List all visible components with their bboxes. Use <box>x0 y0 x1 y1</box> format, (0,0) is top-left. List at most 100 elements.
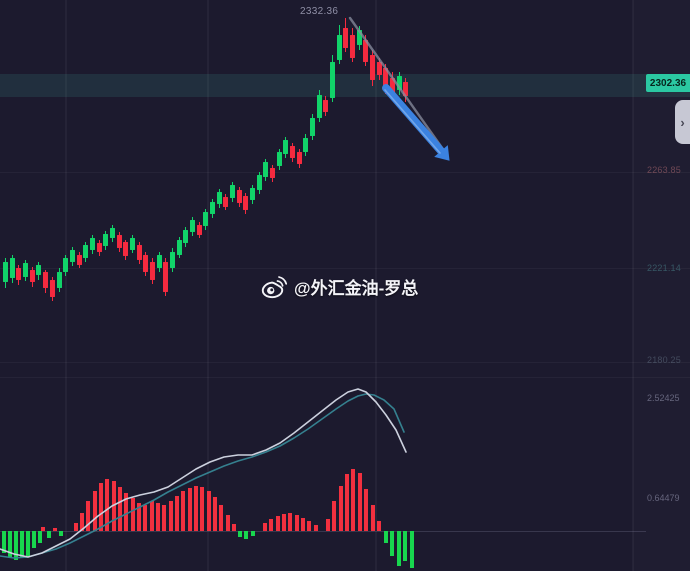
candle <box>197 225 202 235</box>
candle <box>190 220 195 232</box>
candle <box>383 68 388 88</box>
histogram-bar <box>269 519 273 531</box>
candle <box>130 238 135 250</box>
candle <box>397 76 402 90</box>
candle <box>43 272 48 288</box>
candle <box>210 202 215 214</box>
scroll-right-button[interactable]: › <box>675 100 690 144</box>
histogram-bar <box>80 513 84 531</box>
candle <box>343 28 348 48</box>
weibo-icon <box>261 275 287 298</box>
candle <box>317 95 322 118</box>
candle <box>357 30 362 45</box>
candle <box>310 118 315 136</box>
candle <box>170 252 175 268</box>
candle <box>370 55 375 80</box>
histogram-bar <box>112 481 116 531</box>
histogram-bar <box>226 515 230 531</box>
histogram-bar <box>124 493 128 531</box>
histogram-bar <box>8 531 12 558</box>
histogram-bar <box>263 523 267 531</box>
histogram-bar <box>156 503 160 531</box>
histogram-bar <box>169 501 173 531</box>
histogram-bar <box>137 503 141 531</box>
histogram-bar <box>41 527 45 531</box>
histogram-bar <box>118 487 122 531</box>
candle <box>250 188 255 200</box>
down-arrow-head <box>434 145 450 161</box>
histogram-bar <box>232 524 236 531</box>
histogram-bar <box>213 497 217 531</box>
down-arrow-highlight <box>384 89 441 154</box>
candle <box>97 243 102 252</box>
candle <box>283 140 288 154</box>
histogram-bar <box>351 469 355 531</box>
candle <box>137 245 142 260</box>
histogram-bar <box>301 518 305 531</box>
indicator-zero-line <box>0 531 646 532</box>
candle <box>110 228 115 238</box>
histogram-bar <box>143 505 147 531</box>
candle <box>117 235 122 248</box>
candle <box>57 272 62 288</box>
histogram-bar <box>26 531 30 556</box>
candle <box>157 255 162 268</box>
histogram-bar <box>276 516 280 531</box>
candle <box>77 255 82 265</box>
horizontal-gridline <box>0 268 690 269</box>
candle <box>363 40 368 62</box>
histogram-bar <box>93 491 97 531</box>
histogram-bar <box>384 531 388 543</box>
current-price-band <box>0 74 690 97</box>
candle <box>303 138 308 152</box>
candle <box>263 162 268 177</box>
histogram-bar <box>200 487 204 531</box>
candle <box>123 242 128 256</box>
histogram-bar <box>38 531 42 543</box>
candle <box>350 35 355 58</box>
horizontal-gridline <box>0 172 690 173</box>
candle <box>70 250 75 262</box>
histogram-bar <box>219 505 223 531</box>
candle <box>63 258 68 272</box>
candle <box>183 230 188 243</box>
histogram-bar <box>131 498 135 531</box>
candle <box>143 255 148 272</box>
candle <box>50 280 55 297</box>
histogram-bar <box>2 531 6 553</box>
candle <box>90 238 95 250</box>
histogram-bar <box>295 515 299 531</box>
candle <box>23 263 28 277</box>
vertical-gridline <box>375 0 377 571</box>
indicator-axis-label: 2.52425 <box>647 393 680 403</box>
candle <box>403 82 408 96</box>
histogram-bar <box>47 531 51 538</box>
candle <box>297 152 302 164</box>
histogram-bar <box>238 531 242 537</box>
candle <box>203 212 208 226</box>
histogram-bar <box>194 486 198 531</box>
histogram-bar <box>339 486 343 531</box>
candle <box>270 168 275 178</box>
candle <box>337 35 342 60</box>
histogram-bar <box>150 501 154 531</box>
histogram-bar <box>32 531 36 548</box>
histogram-bar <box>14 531 18 560</box>
histogram-bar <box>345 474 349 531</box>
histogram-bar <box>20 531 24 558</box>
horizontal-gridline <box>0 362 690 363</box>
candle <box>36 265 41 275</box>
histogram-bar <box>410 531 414 568</box>
histogram-bar <box>403 531 407 561</box>
candle <box>10 258 15 278</box>
candle <box>230 185 235 198</box>
candle <box>30 270 35 282</box>
peak-price-label: 2332.36 <box>300 6 339 17</box>
watermark: @外汇金油-罗总 <box>260 274 418 299</box>
histogram-bar <box>53 528 57 531</box>
candle <box>163 262 168 292</box>
histogram-bar <box>390 531 394 556</box>
histogram-bar <box>162 505 166 531</box>
histogram-bar <box>326 519 330 531</box>
